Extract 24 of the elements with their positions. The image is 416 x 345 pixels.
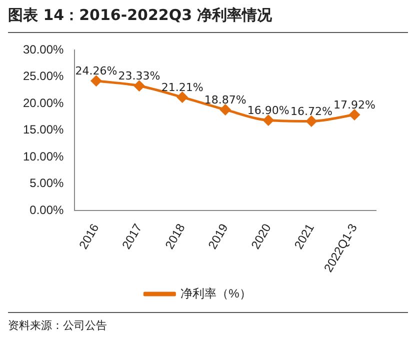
- point: [349, 110, 360, 120]
- data-label: 18.87%: [204, 94, 246, 107]
- data-label: 16.90%: [247, 104, 290, 118]
- data-label: 16.72%: [290, 105, 332, 118]
- y-tick-label: 15.00%: [22, 122, 64, 137]
- y-tick-label: 5.00%: [30, 176, 64, 190]
- point: [177, 92, 188, 102]
- data-label: 17.92%: [334, 98, 376, 112]
- data-label: 23.33%: [118, 70, 160, 83]
- point: [134, 80, 145, 92]
- y-tick-label: 25.00%: [22, 69, 64, 84]
- data-label: 24.26%: [75, 64, 118, 78]
- y-tick-label: 30.00%: [22, 42, 64, 57]
- y-tick-label: 0.00%: [30, 202, 64, 217]
- y-tick-label: 10.00%: [22, 149, 64, 164]
- text: 资料来源：公司公告: [8, 318, 107, 333]
- point: [90, 76, 102, 86]
- point: [220, 104, 231, 115]
- chart-title: 图表 14：2016-2022Q3 净利率情况: [8, 6, 272, 25]
- data-label: 21.21%: [161, 81, 204, 94]
- point: [306, 116, 317, 126]
- legend-label: 净利率（%）: [180, 286, 252, 300]
- point: [263, 114, 274, 126]
- y-tick-label: 20.00%: [22, 96, 64, 110]
